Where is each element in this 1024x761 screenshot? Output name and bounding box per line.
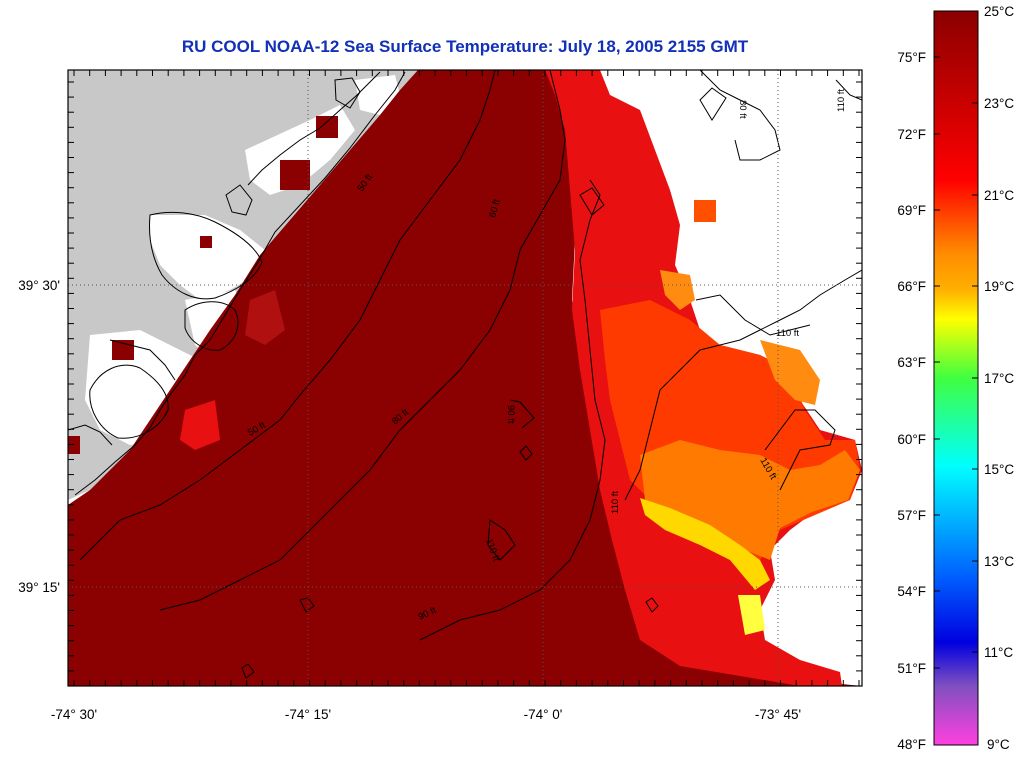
bay-no-data xyxy=(150,215,265,300)
colorbar-f-label: 60°F xyxy=(897,432,926,447)
colorbar-f-label: 69°F xyxy=(897,203,926,218)
axis-ticks xyxy=(68,70,862,686)
colorbar-f-label: 72°F xyxy=(897,127,926,142)
colorbar xyxy=(933,10,979,746)
contour-label: 110 ft xyxy=(610,491,621,514)
contour-label: 110 ft xyxy=(776,328,799,339)
colorbar-ticks xyxy=(934,10,978,669)
colorbar-c-label: 15°C xyxy=(984,462,1014,477)
map-frame xyxy=(67,69,863,687)
water-warmest xyxy=(68,70,862,686)
colorbar-c-label: 17°C xyxy=(984,371,1014,386)
lon-tick-label: -74° 30' xyxy=(51,707,97,722)
lon-tick-label: -74° 15' xyxy=(285,707,331,722)
colorbar-c-label: 9°C xyxy=(987,737,1010,752)
lon-tick-label: -74° 0' xyxy=(524,707,563,722)
colorbar-f-label: 75°F xyxy=(897,50,926,65)
water-pixel xyxy=(200,236,212,248)
colorbar-f-label: 54°F xyxy=(897,584,926,599)
contour-label: 90 ft xyxy=(505,405,516,424)
water-orange xyxy=(660,270,695,310)
water-orange xyxy=(640,440,860,560)
contour-label: 80 ft xyxy=(737,100,748,119)
lat-tick-label: 39° 30' xyxy=(18,278,60,293)
colorbar-c-label: 25°C xyxy=(984,4,1014,19)
water-orange xyxy=(760,340,820,405)
colorbar-f-label: 51°F xyxy=(897,661,926,676)
colorbar-f-label: 66°F xyxy=(897,279,926,294)
contour-label: 60 ft xyxy=(487,198,503,219)
colorbar-c-label: 23°C xyxy=(984,96,1014,111)
depth-contours xyxy=(79,70,862,679)
water-red-coastal xyxy=(180,400,220,450)
water-yellow xyxy=(640,498,770,590)
map-title: RU COOL NOAA-12 Sea Surface Temperature:… xyxy=(181,37,749,56)
colorbar-c-label: 11°C xyxy=(984,645,1013,660)
colorbar-c-label: 19°C xyxy=(984,279,1014,294)
colorbar-c-label: 21°C xyxy=(984,188,1014,203)
colorbar-f-label: 63°F xyxy=(897,355,926,370)
water-pixel xyxy=(316,116,338,138)
colorbar-c-label: 13°C xyxy=(984,554,1014,569)
water-pixel xyxy=(694,200,716,222)
colorbar-f-label: 57°F xyxy=(897,508,926,523)
colorbar-f-label: 48°F xyxy=(897,737,926,752)
lat-tick-label: 39° 15' xyxy=(18,580,60,595)
coastline xyxy=(68,71,406,496)
graticule xyxy=(68,70,862,686)
water-pixel xyxy=(280,160,310,190)
contour-label: 110 ft xyxy=(836,89,847,112)
map-plot-area: 50 ft 50 ft 60 ft 80 ft 80 ft 90 ft 90 f… xyxy=(68,70,862,686)
water-pixel xyxy=(68,436,80,454)
water-red-coastal xyxy=(245,290,285,345)
lon-tick-label: -73° 45' xyxy=(755,707,801,722)
water-yellow xyxy=(738,595,765,635)
